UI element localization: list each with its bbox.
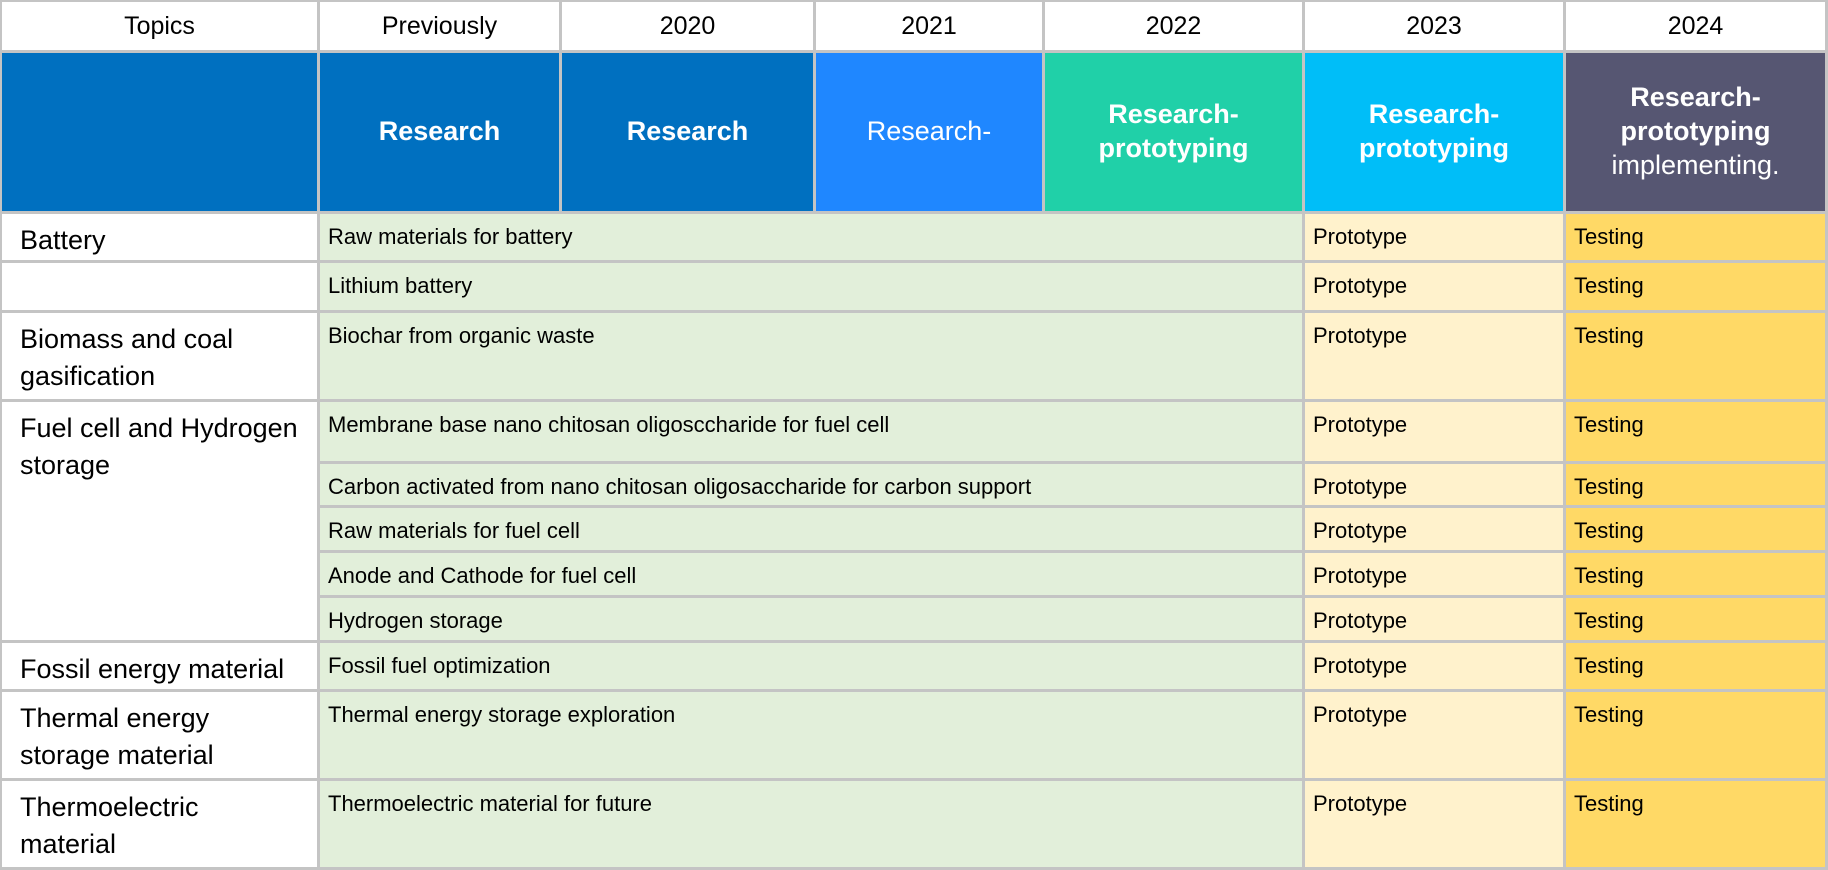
phase-text: Research (378, 116, 501, 147)
topic: Biomass and coal gasification (2, 313, 317, 399)
status-2023: Prototype (1305, 692, 1563, 778)
column-header: 2022 (1045, 2, 1302, 50)
topic: Thermal energy storage material (2, 692, 317, 778)
status-2023: Prototype (1305, 464, 1563, 505)
item-name: Hydrogen storage (320, 598, 1302, 640)
status-2024: Testing (1566, 598, 1825, 640)
status-2023: Prototype (1305, 508, 1563, 550)
item-name: Biochar from organic waste (320, 313, 1302, 399)
topic: Thermoelectric material (2, 781, 317, 867)
topic: Battery (2, 214, 317, 260)
phase-text: Research- (866, 116, 992, 147)
status-2024: Testing (1566, 464, 1825, 505)
phase-text: implementing. (1611, 149, 1780, 180)
phase-text: Research- (1368, 99, 1500, 130)
phase-text: Research- (1630, 82, 1761, 113)
status-2024: Testing (1566, 313, 1825, 399)
status-2024: Testing (1566, 643, 1825, 689)
status-2023: Prototype (1305, 263, 1563, 310)
status-2023: Prototype (1305, 402, 1563, 461)
topic: Fuel cell and Hydrogen storage (2, 402, 317, 640)
phase-cell: Research (320, 53, 559, 211)
item-name: Carbon activated from nano chitosan olig… (320, 464, 1302, 505)
status-2023: Prototype (1305, 781, 1563, 867)
status-2024: Testing (1566, 553, 1825, 595)
item-name: Thermoelectric material for future (320, 781, 1302, 867)
topic: Fossil energy material (2, 643, 317, 689)
status-2023: Prototype (1305, 214, 1563, 260)
phase-text: prototyping (1098, 133, 1249, 163)
phase-cell (2, 53, 317, 211)
status-2023: Prototype (1305, 553, 1563, 595)
status-2023: Prototype (1305, 598, 1563, 640)
column-header: 2023 (1305, 2, 1563, 50)
item-name: Membrane base nano chitosan oligoscchari… (320, 402, 1302, 461)
status-2024: Testing (1566, 402, 1825, 461)
phase-text: prototyping (1620, 116, 1771, 147)
phase-text: Research- (1108, 99, 1239, 130)
status-2023: Prototype (1305, 643, 1563, 689)
item-name: Raw materials for battery (320, 214, 1302, 260)
status-2024: Testing (1566, 781, 1825, 867)
status-2024: Testing (1566, 214, 1825, 260)
column-header: Topics (2, 2, 317, 50)
status-2023: Prototype (1305, 313, 1563, 399)
topic (2, 263, 317, 310)
phase-cell: Research- (816, 53, 1042, 211)
phase-cell: Research-prototyping (1305, 53, 1563, 211)
column-header: 2020 (562, 2, 813, 50)
item-name: Thermal energy storage exploration (320, 692, 1302, 778)
column-header: 2024 (1566, 2, 1825, 50)
item-name: Lithium battery (320, 263, 1302, 310)
column-header: 2021 (816, 2, 1042, 50)
phase-text: Research (626, 116, 749, 147)
item-name: Fossil fuel optimization (320, 643, 1302, 689)
phase-cell: Research-prototyping implementing. (1566, 53, 1825, 211)
item-name: Anode and Cathode for fuel cell (320, 553, 1302, 595)
phase-cell: Research (562, 53, 813, 211)
status-2024: Testing (1566, 263, 1825, 310)
status-2024: Testing (1566, 692, 1825, 778)
status-2024: Testing (1566, 508, 1825, 550)
phase-cell: Research-prototyping (1045, 53, 1302, 211)
item-name: Raw materials for fuel cell (320, 508, 1302, 550)
column-header: Previously (320, 2, 559, 50)
phase-text: prototyping (1359, 133, 1509, 163)
